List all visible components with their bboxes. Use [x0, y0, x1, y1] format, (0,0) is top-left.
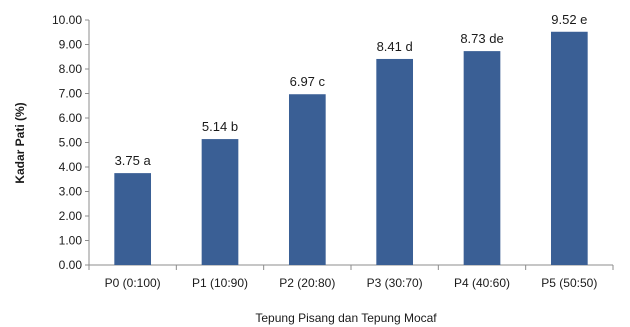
- y-tick-label: 7.00: [59, 87, 83, 101]
- x-tick-label: P4 (40:60): [454, 276, 510, 290]
- x-tick-label: P0 (0:100): [105, 276, 161, 290]
- x-tick-label: P5 (50:50): [541, 276, 597, 290]
- bar-value-label: 3.75 a: [115, 153, 152, 168]
- y-axis-title: Kadar Pati (%): [13, 102, 27, 183]
- x-tick-label: P1 (10:90): [192, 276, 248, 290]
- bar-value-label: 9.52 e: [551, 12, 587, 27]
- bar-value-label: 8.41 d: [377, 39, 413, 54]
- bar: [201, 139, 239, 265]
- bar: [288, 94, 326, 265]
- y-tick-label: 5.00: [59, 136, 83, 150]
- y-tick-label: 2.00: [59, 209, 83, 223]
- x-axis-title: Tepung Pisang dan Tepung Mocaf: [255, 311, 437, 325]
- data-labels: 3.75 a 5.14 b 6.97 c 8.41 d 8.73 de 9.52 e: [115, 12, 588, 168]
- bar: [114, 173, 152, 265]
- bars: [114, 31, 588, 266]
- bar-value-label: 5.14 b: [202, 119, 238, 134]
- y-tick-label: 9.00: [59, 38, 83, 52]
- bar: [463, 51, 501, 265]
- bar: [376, 58, 414, 265]
- y-tick-label: 0.00: [59, 258, 83, 272]
- y-tick-label: 1.00: [59, 234, 83, 248]
- y-tick-label: 3.00: [59, 185, 83, 199]
- bar: [550, 31, 588, 266]
- x-tick-label: P3 (30:70): [367, 276, 423, 290]
- y-tick-label: 8.00: [59, 62, 83, 76]
- bar-value-label: 8.73 de: [460, 31, 503, 46]
- y-tick-label: 10.00: [52, 13, 82, 27]
- y-axis-ticks: 0.00 1.00 2.00 3.00 4.00 5.00 6.00 7.00 8.00 9.00…: [52, 13, 89, 272]
- y-tick-label: 6.00: [59, 111, 83, 125]
- y-tick-label: 4.00: [59, 160, 83, 174]
- x-axis-ticks: P0 (0:100) P1 (10:90) P2 (20:80) P3 (30:70)…: [88, 265, 614, 290]
- bar-value-label: 6.97 c: [290, 74, 326, 89]
- x-tick-label: P2 (20:80): [279, 276, 335, 290]
